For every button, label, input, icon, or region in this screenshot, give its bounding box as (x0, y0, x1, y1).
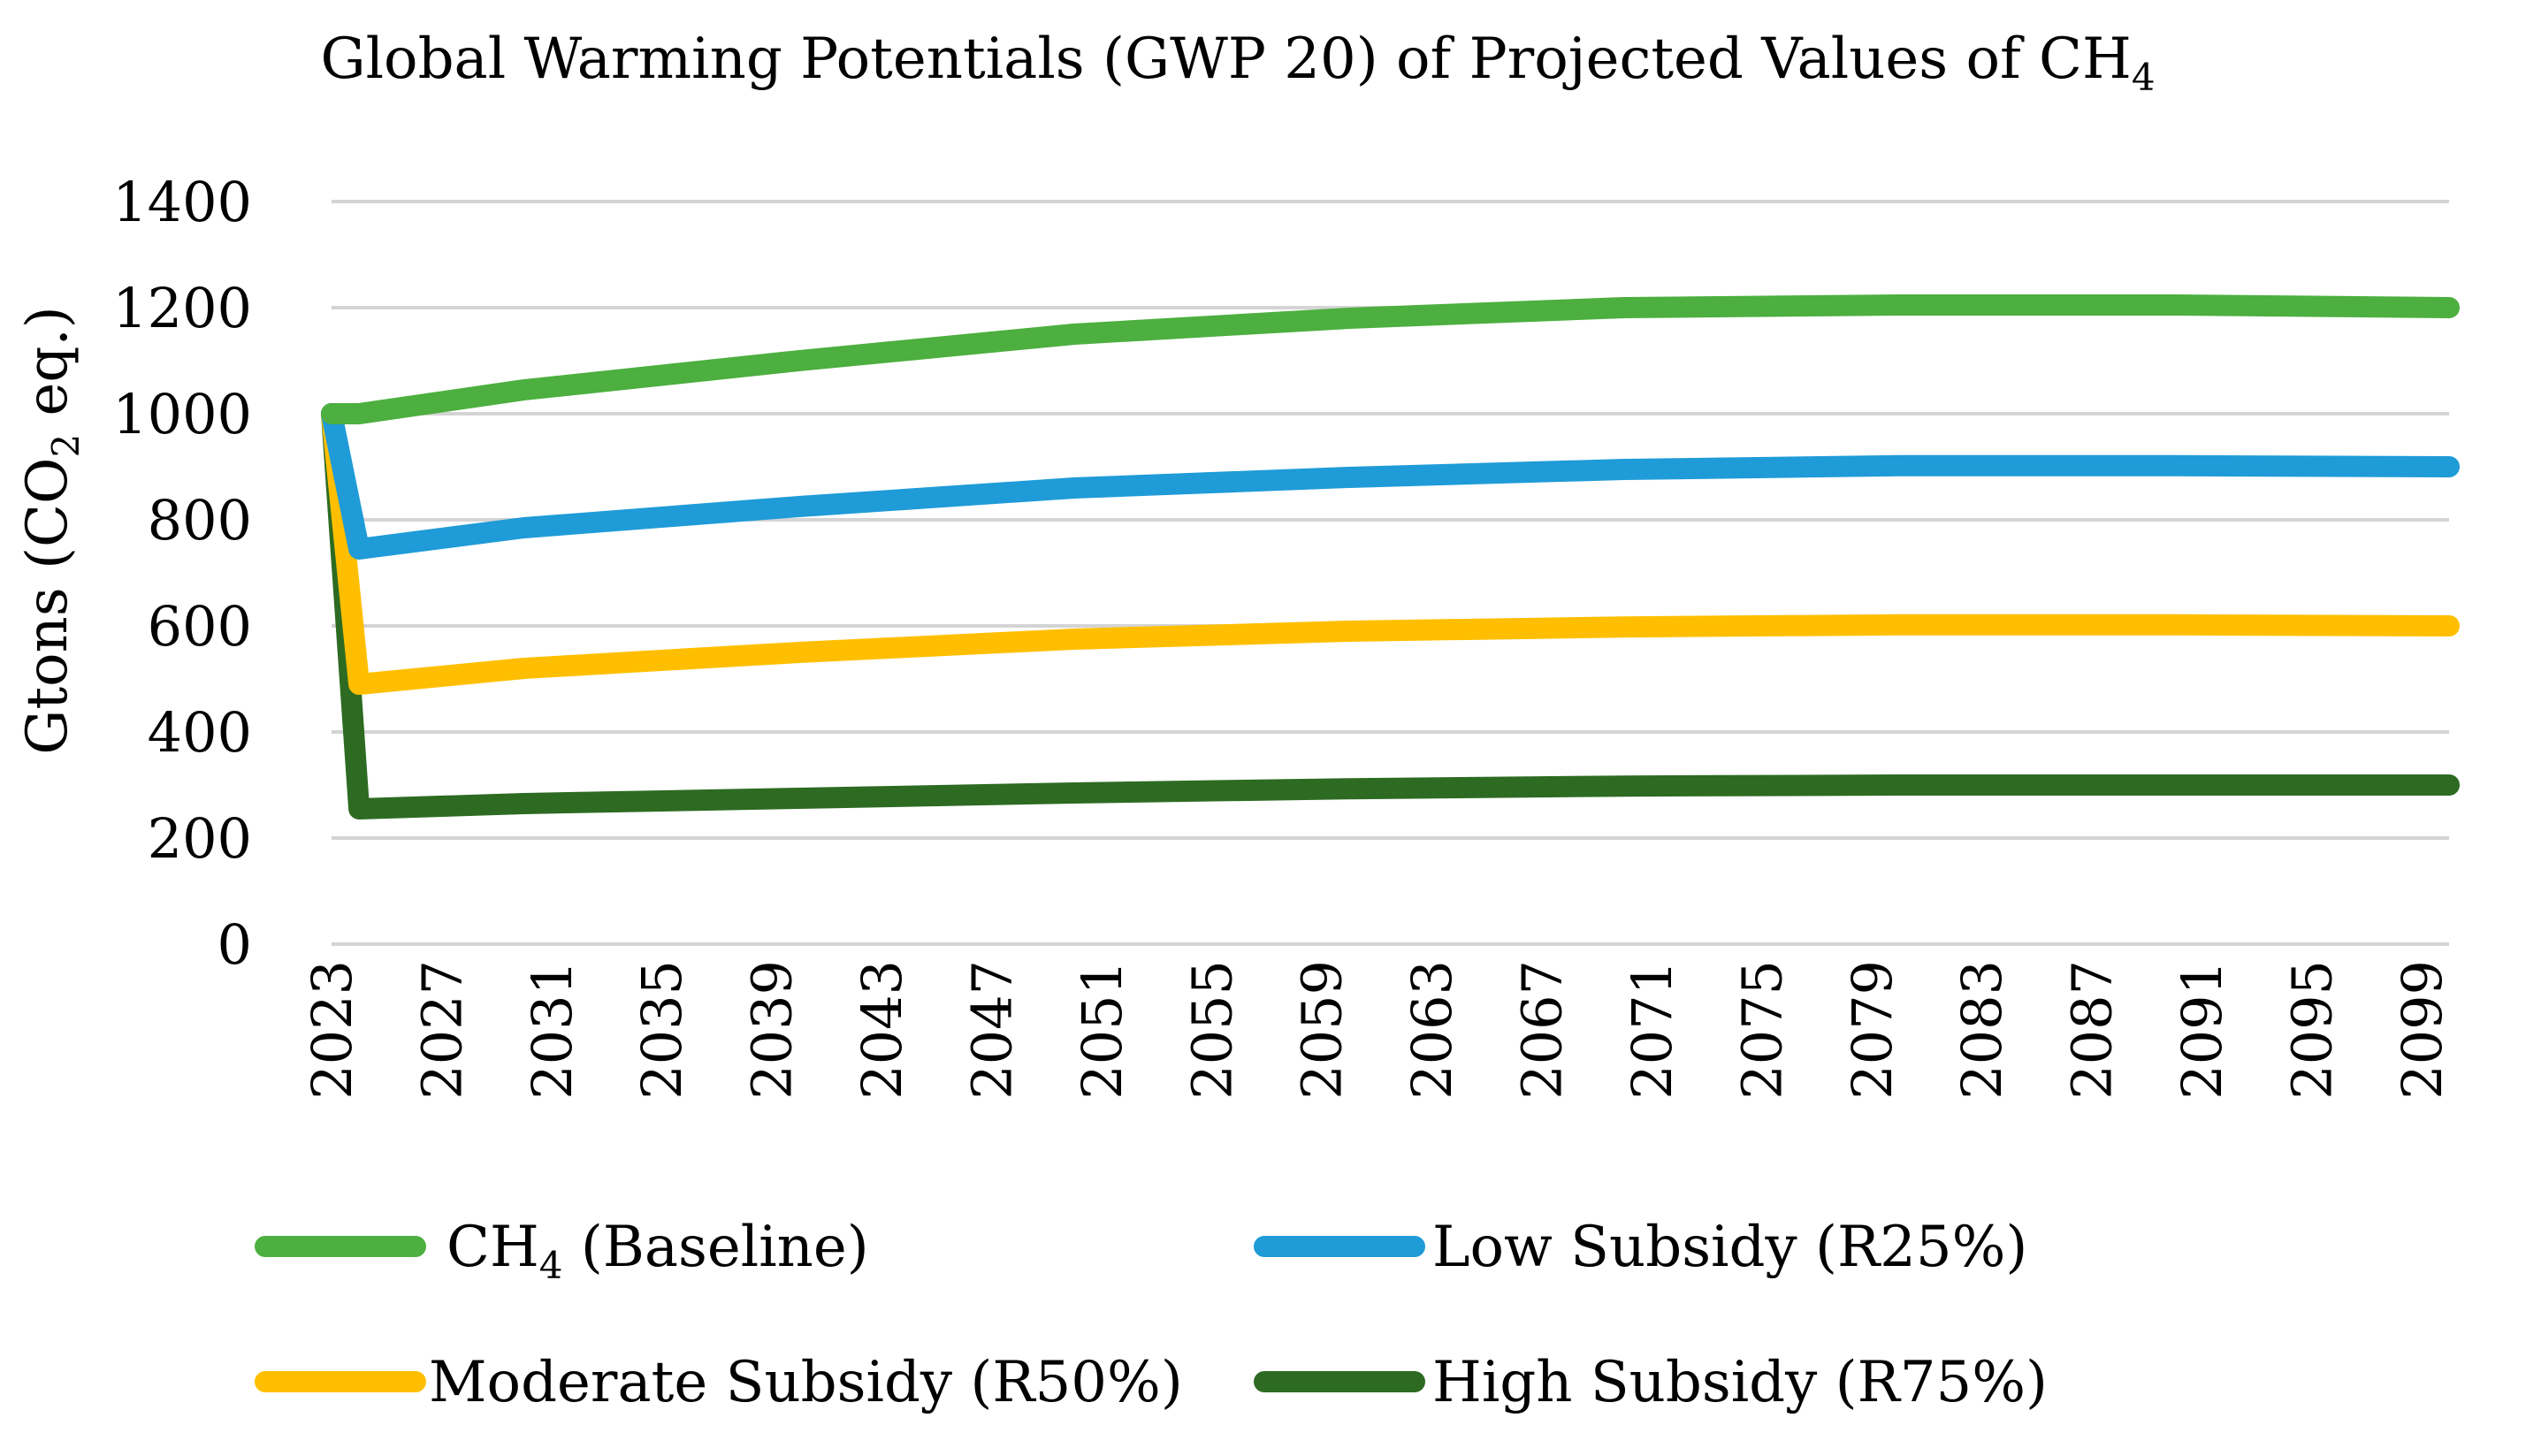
x-tick-label: 2063 (1400, 960, 1464, 1100)
y-tick-label: 1400 (112, 170, 252, 234)
x-tick-label: 2083 (1950, 960, 2014, 1100)
x-tick-label: 2031 (520, 960, 584, 1100)
x-tick-label: 2071 (1620, 960, 1684, 1100)
x-tick-label: 2075 (1729, 960, 1794, 1100)
x-tick-label: 2027 (409, 960, 474, 1100)
x-tick-label: 2043 (850, 960, 914, 1100)
legend-label-3: High Subsidy (R75%) (1432, 1350, 2048, 1415)
x-tick-labels: 2023 2027 2031 2035 2039 2043 2047 2051 2055 2059… (300, 960, 2454, 1100)
x-tick-label: 2035 (630, 960, 694, 1100)
x-tick-label: 2051 (1070, 960, 1134, 1100)
x-tick-label: 2039 (740, 960, 805, 1100)
x-tick-label: 2091 (2170, 960, 2234, 1100)
y-tick-label: 0 (217, 912, 252, 977)
x-tick-label: 2047 (959, 960, 1024, 1100)
series-line-3 (321, 403, 2460, 819)
series-line-2 (321, 403, 2460, 695)
series-line-0 (321, 294, 2460, 424)
y-tick-label: 600 (148, 594, 252, 659)
x-tick-label: 2099 (2390, 960, 2454, 1100)
x-tick-label: 2059 (1290, 960, 1355, 1100)
y-tick-label: 200 (148, 806, 252, 871)
legend-label-1: Low Subsidy (R25%) (1432, 1215, 2027, 1280)
x-tick-label: 2095 (2279, 960, 2344, 1100)
y-tick-labels: 0 200 400 600 800 1000 1200 1400 (112, 170, 252, 977)
y-tick-label: 400 (148, 700, 252, 765)
x-tick-label: 2079 (1840, 960, 1904, 1100)
y-tick-label: 1200 (112, 276, 252, 340)
y-axis-label: Gtons (CO2 eq.) (15, 306, 88, 754)
legend: CH4 (Baseline) Low Subsidy (R25%) Moderate… (255, 1215, 2048, 1415)
x-tick-label: 2087 (2060, 960, 2125, 1100)
series-lines (321, 294, 2460, 819)
chart-title: Global Warming Potentials (GWP 20) of Pr… (320, 27, 2155, 99)
x-tick-label: 2067 (1510, 960, 1575, 1100)
x-tick-label: 2023 (300, 960, 364, 1100)
legend-label-2: Moderate Subsidy (R50%) (429, 1350, 1183, 1415)
legend-label-0: CH4 (Baseline) (446, 1215, 869, 1287)
y-tick-label: 1000 (112, 382, 252, 446)
y-tick-label: 800 (148, 488, 252, 553)
x-tick-label: 2055 (1179, 960, 1244, 1100)
series-line-1 (321, 403, 2460, 560)
